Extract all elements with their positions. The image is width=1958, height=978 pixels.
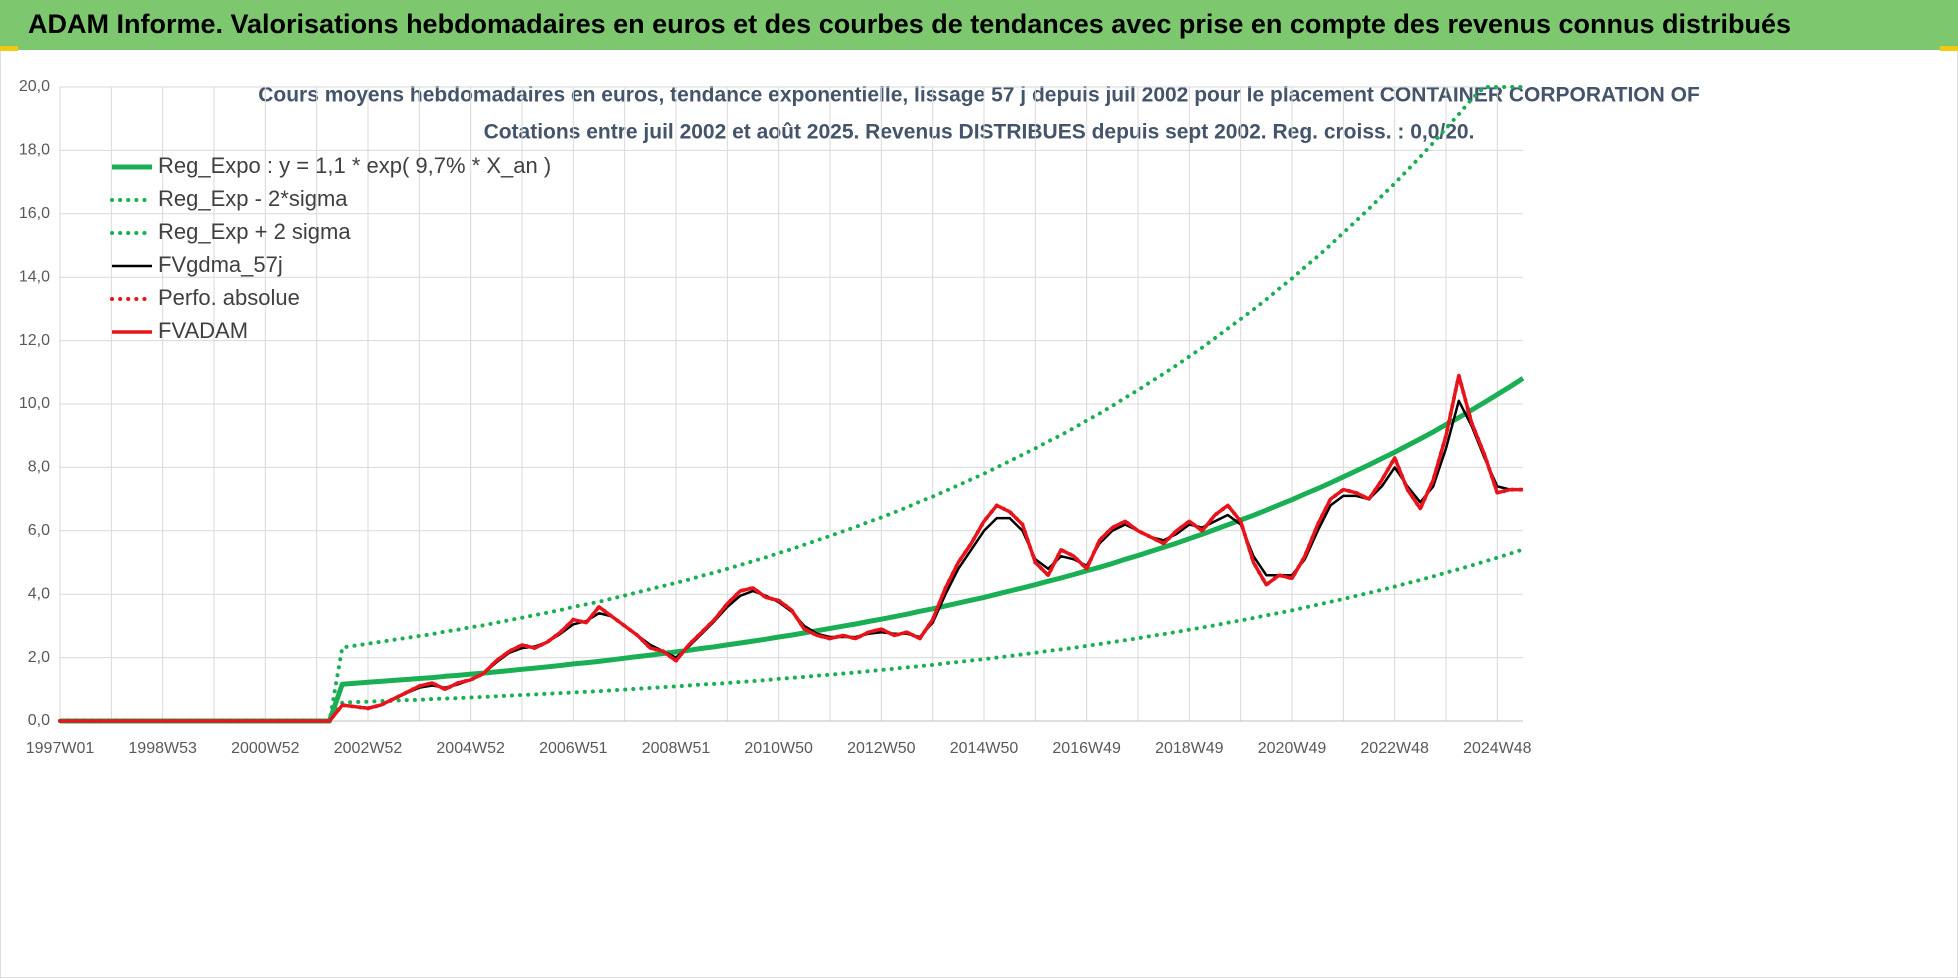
x-tick-label: 2008W51 [642,740,711,757]
y-tick-label: 8,0 [28,459,50,476]
chart-title: Cours moyens hebdomadaires en euros, ten… [258,84,1700,107]
series-line [60,373,1523,723]
legend-label: Perfo. absolue [158,285,300,310]
corner-mark [0,46,18,51]
legend-label: Reg_Expo : y = 1,1 * exp( 9,7% * X_an ) [158,153,551,178]
x-tick-label: 1998W53 [128,740,197,757]
x-tick-label: 2002W52 [334,740,403,757]
y-tick-label: 20,0 [19,78,50,95]
y-tick-label: 10,0 [19,395,50,412]
x-tick-label: 1997W01 [26,740,95,757]
legend-label: FVgdma_57j [158,252,283,277]
x-tick-label: 2016W49 [1052,740,1121,757]
header-bar [0,0,1958,50]
x-tick-label: 2000W52 [231,740,300,757]
legend-label: FVADAM [158,318,248,343]
legend-label: Reg_Exp - 2*sigma [158,186,348,211]
x-tick-label: 2022W48 [1360,740,1429,757]
chart-subtitle: Cotations entre juil 2002 et août 2025. … [484,121,1475,144]
x-tick-label: 2010W50 [744,740,813,757]
x-tick-label: 2006W51 [539,740,608,757]
corner-mark [1940,46,1958,51]
y-tick-label: 2,0 [28,649,50,666]
y-tick-label: 16,0 [19,205,50,222]
y-tick-label: 0,0 [28,712,50,729]
x-tick-label: 2020W49 [1258,740,1327,757]
header-title: ADAM Informe. Valorisations hebdomadaire… [28,9,1791,39]
y-tick-label: 18,0 [19,142,50,159]
plot [58,85,1525,724]
x-tick-label: 2012W50 [847,740,916,757]
y-tick-label: 12,0 [19,332,50,349]
y-tick-label: 6,0 [28,522,50,539]
x-tick-label: 2014W50 [950,740,1019,757]
x-tick-label: 2024W48 [1463,740,1532,757]
legend: Reg_Expo : y = 1,1 * exp( 9,7% * X_an ) R… [110,153,551,343]
grid: 0,0 2,0 4,0 6,0 8,0 10,0 12,0 14,0 16,0 18,0 20,0 1… [19,78,1532,757]
y-tick-label: 4,0 [28,585,50,602]
x-tick-label: 2018W49 [1155,740,1224,757]
x-tick-label: 2004W52 [436,740,505,757]
legend-label: Reg_Exp + 2 sigma [158,219,351,244]
y-tick-label: 14,0 [19,268,50,285]
